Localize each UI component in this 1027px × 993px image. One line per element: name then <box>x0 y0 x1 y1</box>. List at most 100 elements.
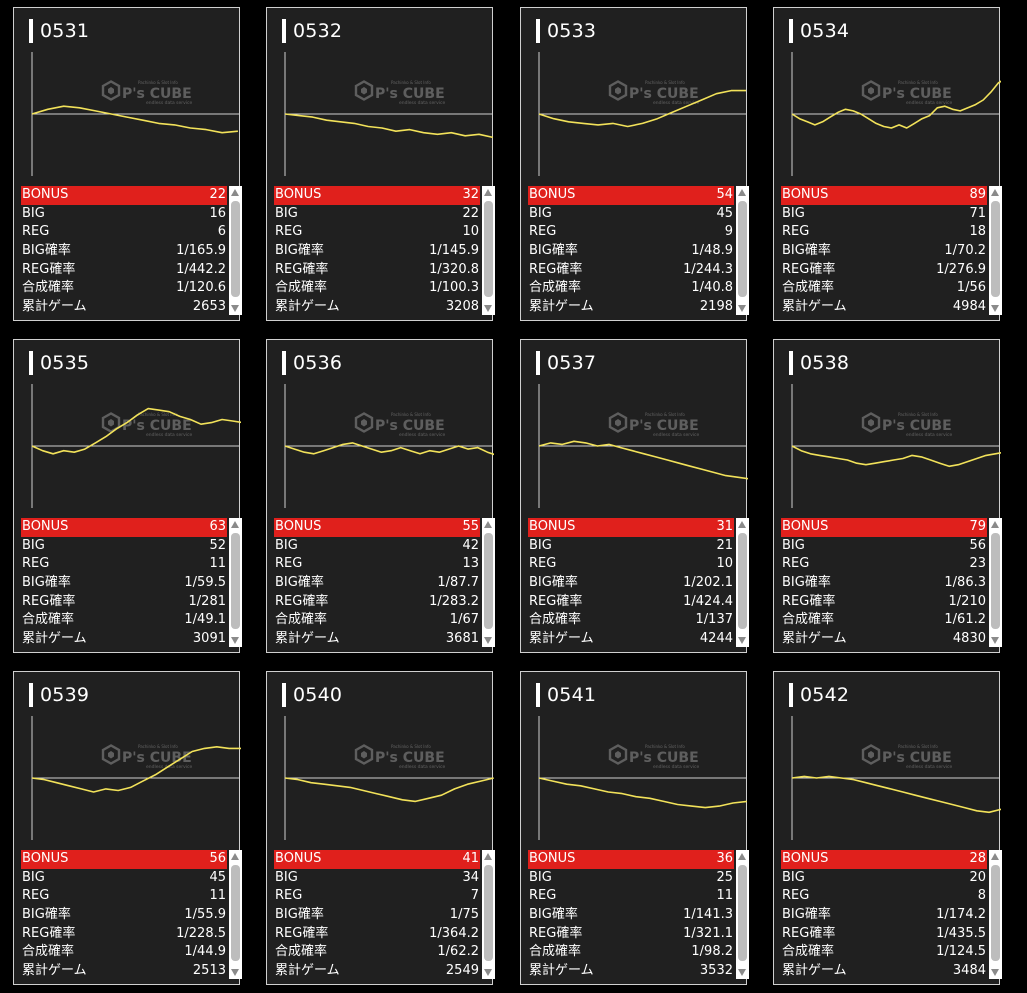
stats-scrollbar[interactable] <box>736 518 749 647</box>
machine-card-0531[interactable]: 0531 Pachinko & Slot Info P's CUBE endless… <box>13 7 242 321</box>
machine-card-0541[interactable]: 0541 Pachinko & Slot Info P's CUBE endless… <box>520 671 749 985</box>
scroll-down-arrow-icon[interactable] <box>991 969 999 976</box>
stats-scrollbar[interactable] <box>229 850 242 979</box>
stats-scrollbar[interactable] <box>229 186 242 315</box>
scroll-down-arrow-icon[interactable] <box>738 637 746 644</box>
scroll-thumb[interactable] <box>231 865 240 961</box>
row-games: 累計ゲーム 4244 <box>528 630 734 649</box>
machine-card-0539[interactable]: 0539 Pachinko & Slot Info P's CUBE endless… <box>13 671 242 985</box>
cube-logo-icon <box>861 80 881 101</box>
scroll-down-arrow-icon[interactable] <box>231 637 239 644</box>
machine-card-0536[interactable]: 0536 Pachinko & Slot Info P's CUBE endless… <box>266 339 495 653</box>
value-games: 3208 <box>445 299 479 315</box>
stats-scrollbar[interactable] <box>736 186 749 315</box>
scroll-down-arrow-icon[interactable] <box>991 305 999 312</box>
scroll-thumb[interactable] <box>991 201 1000 297</box>
scroll-thumb[interactable] <box>738 533 747 629</box>
machine-card-0537[interactable]: 0537 Pachinko & Slot Info P's CUBE endless… <box>520 339 749 653</box>
stats-scrollbar[interactable] <box>482 186 495 315</box>
card-header: 0541 <box>536 682 596 708</box>
stats-table: BONUS 41 BIG 34 REG 7 BIG確率 1/75 REG確率 1… <box>274 850 480 981</box>
scroll-down-arrow-icon[interactable] <box>231 305 239 312</box>
value-bonus: 55 <box>462 519 479 534</box>
scroll-down-arrow-icon[interactable] <box>231 969 239 976</box>
scroll-up-arrow-icon[interactable] <box>738 189 746 196</box>
scroll-up-arrow-icon[interactable] <box>231 189 239 196</box>
scroll-thumb[interactable] <box>484 865 493 961</box>
stats-scrollbar[interactable] <box>736 850 749 979</box>
scroll-down-arrow-icon[interactable] <box>991 637 999 644</box>
scroll-thumb[interactable] <box>484 201 493 297</box>
value-games: 3681 <box>445 631 479 647</box>
scroll-up-arrow-icon[interactable] <box>738 853 746 860</box>
value-reg-rate: 1/435.5 <box>936 925 986 941</box>
scroll-thumb[interactable] <box>231 533 240 629</box>
stats-scrollbar[interactable] <box>989 186 1002 315</box>
scroll-down-arrow-icon[interactable] <box>738 969 746 976</box>
watermark-small-top: Pachinko & Slot Info <box>645 744 685 749</box>
scroll-up-arrow-icon[interactable] <box>991 521 999 528</box>
value-reg-rate: 1/244.3 <box>683 261 733 277</box>
machine-card-0542[interactable]: 0542 Pachinko & Slot Info P's CUBE endless… <box>773 671 1002 985</box>
stats-scrollbar[interactable] <box>482 518 495 647</box>
scroll-down-arrow-icon[interactable] <box>738 305 746 312</box>
value-games: 2513 <box>192 963 226 979</box>
cube-logo-icon <box>608 744 628 765</box>
machine-card-0533[interactable]: 0533 Pachinko & Slot Info P's CUBE endless… <box>520 7 749 321</box>
value-reg: 6 <box>217 224 226 240</box>
value-big-rate: 1/75 <box>449 907 479 923</box>
machine-card-0535[interactable]: 0535 Pachinko & Slot Info P's CUBE endless… <box>13 339 242 653</box>
scroll-thumb[interactable] <box>991 865 1000 961</box>
value-big: 20 <box>969 869 986 885</box>
slump-line <box>284 113 494 139</box>
label-big: BIG <box>529 537 552 553</box>
machine-card-0540[interactable]: 0540 Pachinko & Slot Info P's CUBE endless… <box>266 671 495 985</box>
row-bonus: BONUS 31 <box>528 518 734 537</box>
scroll-up-arrow-icon[interactable] <box>738 521 746 528</box>
machine-card-0538[interactable]: 0538 Pachinko & Slot Info P's CUBE endless… <box>773 339 1002 653</box>
label-big: BIG <box>275 205 298 221</box>
scroll-down-arrow-icon[interactable] <box>484 305 492 312</box>
scroll-down-arrow-icon[interactable] <box>484 637 492 644</box>
label-total-rate: 合成確率 <box>22 944 75 960</box>
scroll-up-arrow-icon[interactable] <box>484 189 492 196</box>
value-games: 4830 <box>952 631 986 647</box>
watermark-brand: P's CUBE <box>629 86 699 102</box>
machine-card-0534[interactable]: 0534 Pachinko & Slot Info P's CUBE endless… <box>773 7 1002 321</box>
stats-scrollbar[interactable] <box>989 518 1002 647</box>
scroll-down-arrow-icon[interactable] <box>484 969 492 976</box>
machine-card-0532[interactable]: 0532 Pachinko & Slot Info P's CUBE endless… <box>266 7 495 321</box>
card-header: 0538 <box>789 350 849 376</box>
scroll-thumb[interactable] <box>738 865 747 961</box>
value-reg: 7 <box>470 888 479 904</box>
title-bar <box>789 683 793 707</box>
card-header: 0539 <box>29 682 89 708</box>
scroll-thumb[interactable] <box>231 201 240 297</box>
value-bonus: 36 <box>716 851 733 866</box>
row-bonus: BONUS 79 <box>781 518 987 537</box>
scroll-up-arrow-icon[interactable] <box>231 853 239 860</box>
scroll-up-arrow-icon[interactable] <box>231 521 239 528</box>
scroll-up-arrow-icon[interactable] <box>484 521 492 528</box>
watermark-small-bottom: endless data service <box>146 100 193 106</box>
stats-scrollbar[interactable] <box>989 850 1002 979</box>
scroll-up-arrow-icon[interactable] <box>484 853 492 860</box>
stats-scrollbar[interactable] <box>482 850 495 979</box>
scroll-up-arrow-icon[interactable] <box>991 189 999 196</box>
scroll-thumb[interactable] <box>738 201 747 297</box>
card-header: 0537 <box>536 350 596 376</box>
scroll-thumb[interactable] <box>991 533 1000 629</box>
scroll-up-arrow-icon[interactable] <box>991 853 999 860</box>
row-big-rate: BIG確率 1/145.9 <box>274 242 480 261</box>
stats-scrollbar[interactable] <box>229 518 242 647</box>
scroll-thumb[interactable] <box>484 533 493 629</box>
row-bonus: BONUS 41 <box>274 850 480 869</box>
